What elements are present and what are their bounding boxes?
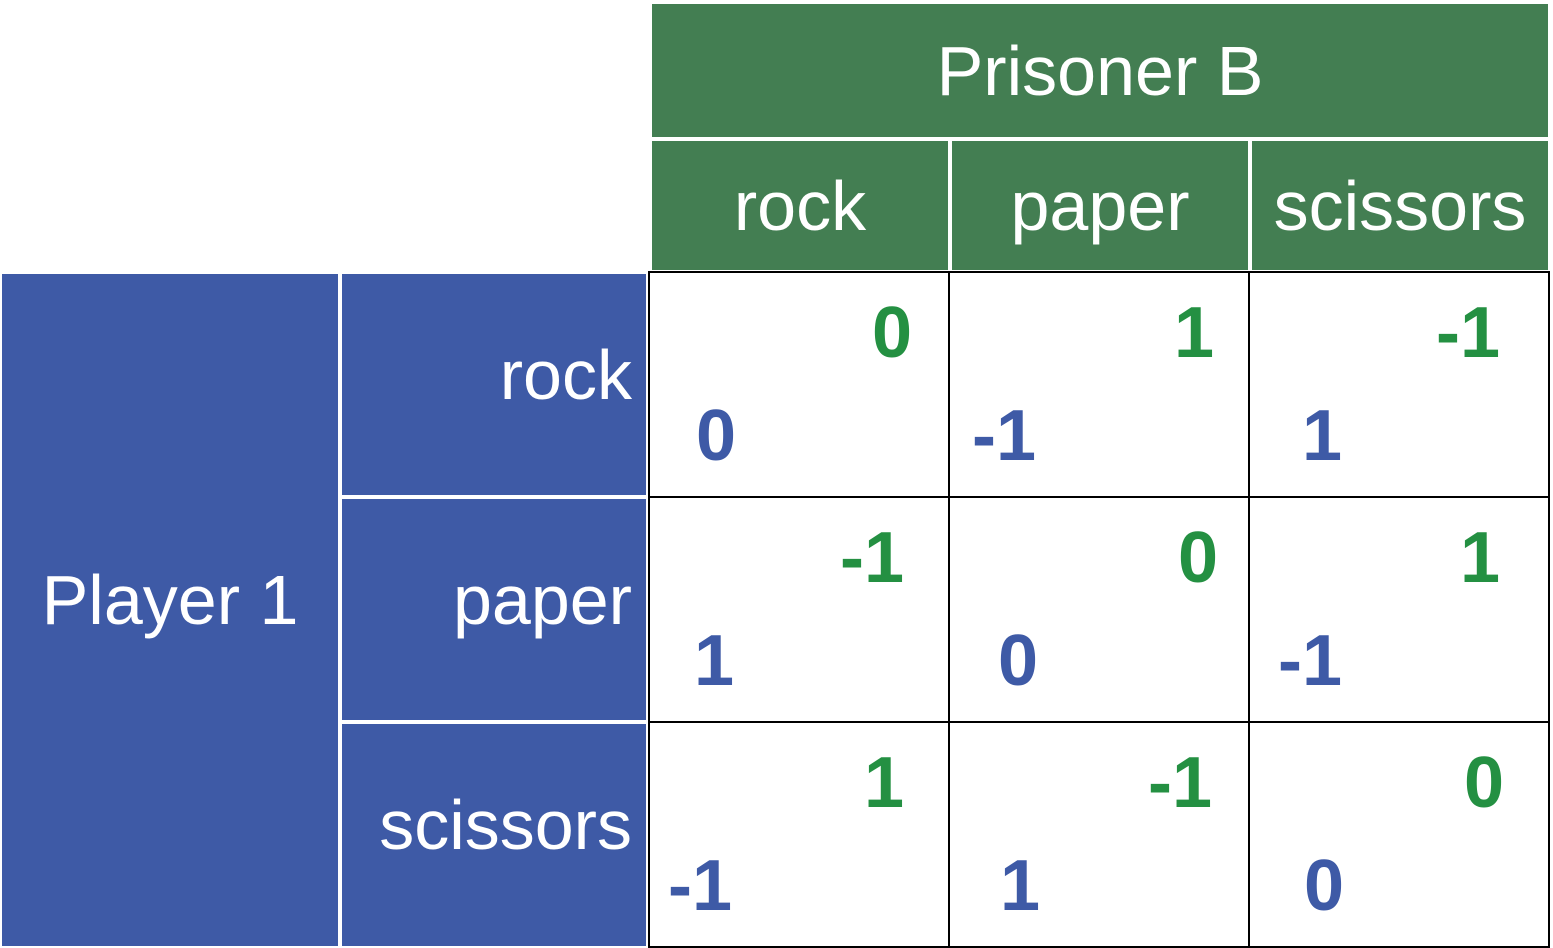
column-strategy-label: paper	[1010, 166, 1190, 245]
row-player-payoff: -1	[972, 396, 1037, 476]
column-player-payoff: 0	[1177, 518, 1218, 598]
row-strategy-label: rock	[499, 335, 632, 414]
payoff-cell-rock-paper: 1 -1	[948, 271, 1250, 498]
payoff-cell-scissors-rock: 1 -1	[648, 721, 950, 948]
column-player-payoff: -1	[1147, 743, 1212, 823]
row-strategy-paper: paper	[340, 497, 648, 722]
payoff-cell-paper-rock: -1 1	[648, 496, 950, 723]
payoff-cell-paper-paper: 0 0	[948, 496, 1250, 723]
column-player-payoff: 0	[1463, 743, 1504, 823]
row-strategy-label: scissors	[379, 786, 632, 864]
payoff-cell-paper-scissors: 1 -1	[1248, 496, 1550, 723]
payoff-cell-rock-rock: 0 0	[648, 271, 950, 498]
payoff-cell-scissors-scissors: 0 0	[1248, 721, 1550, 948]
column-strategy-scissors: scissors	[1250, 139, 1550, 272]
payoff-cell-rock-scissors: -1 1	[1248, 271, 1550, 498]
row-player-payoff: 0	[998, 621, 1039, 701]
row-player-payoff: -1	[668, 846, 733, 926]
column-player-payoff: -1	[839, 518, 904, 598]
row-player-payoff: -1	[1278, 621, 1343, 701]
row-player-header: Player 1	[0, 272, 340, 948]
column-player-payoff: -1	[1435, 293, 1500, 373]
column-strategy-label: scissors	[1273, 166, 1527, 245]
column-strategy-label: rock	[733, 166, 867, 245]
column-player-payoff: 1	[1459, 518, 1500, 598]
row-player-payoff: 1	[694, 621, 735, 701]
column-player-payoff: 1	[863, 743, 904, 823]
row-player-payoff: 1	[1000, 846, 1041, 926]
row-strategy-rock: rock	[340, 272, 648, 497]
payoff-cell-scissors-paper: -1 1	[948, 721, 1250, 948]
column-strategy-rock: rock	[650, 139, 950, 272]
row-strategy-label: paper	[452, 560, 632, 639]
row-player-payoff: 1	[1302, 396, 1343, 476]
column-player-payoff: 1	[1173, 293, 1214, 373]
column-strategy-paper: paper	[950, 139, 1250, 272]
row-strategy-scissors: scissors	[340, 722, 648, 948]
row-player-payoff: 0	[1304, 846, 1345, 926]
row-player-label: Player 1	[41, 561, 299, 639]
column-player-payoff: 0	[871, 293, 912, 373]
row-player-payoff: 0	[696, 396, 737, 476]
column-player-header: Prisoner B	[650, 2, 1550, 139]
column-player-label: Prisoner B	[936, 31, 1264, 110]
